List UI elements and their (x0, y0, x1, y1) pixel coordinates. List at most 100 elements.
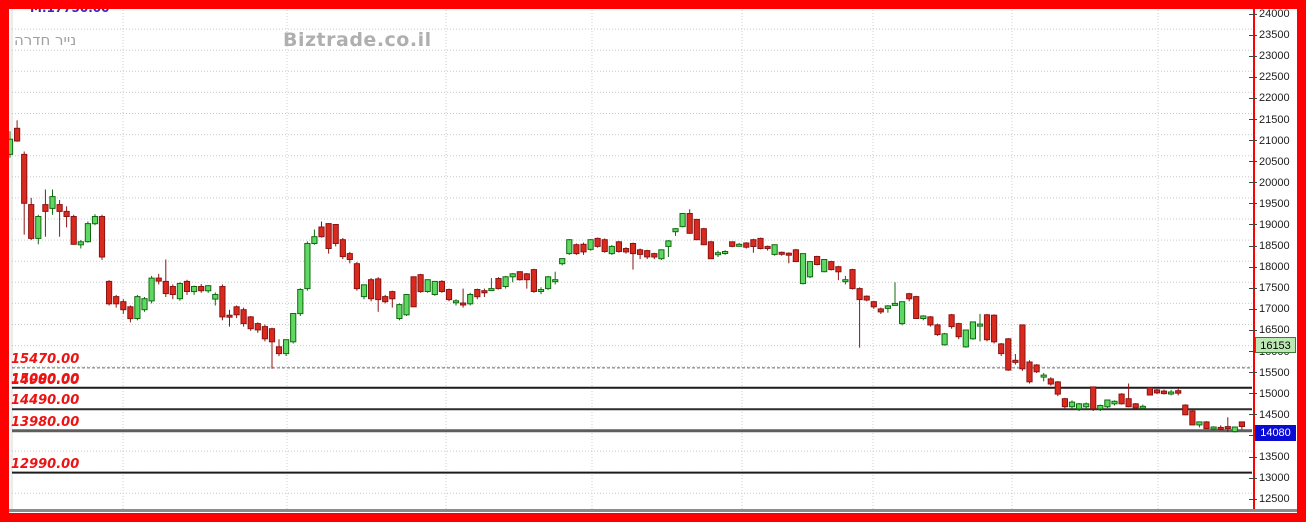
candle-body (1132, 403, 1139, 409)
candle-body (162, 280, 169, 295)
candle-body (219, 286, 226, 318)
candle-body (1210, 426, 1217, 430)
candle-body (148, 277, 155, 302)
candle-body (77, 241, 84, 246)
candle-body (962, 329, 969, 348)
high-price-marker: 16153 (1255, 337, 1296, 354)
candle-body (665, 240, 672, 247)
candle-body (424, 279, 431, 293)
candle-body (410, 276, 417, 308)
axis-tick-label: 20000 (1259, 176, 1290, 189)
candle-body (205, 285, 212, 292)
candle-body (842, 279, 849, 283)
candle-body (1196, 421, 1203, 426)
level-price-label: 13980.00 (11, 414, 80, 430)
axis-tick-label: 19500 (1259, 197, 1290, 210)
candle-body (268, 328, 276, 343)
axis-tick-label: 21500 (1259, 113, 1290, 126)
candle-body (955, 323, 962, 338)
candle-body (368, 279, 375, 300)
candle-body (594, 237, 601, 247)
candle-body (1168, 391, 1175, 395)
chart-bottom-border (9, 509, 1297, 512)
axis-tick (1249, 435, 1257, 437)
candle-body (474, 289, 481, 298)
candle-body (1033, 364, 1040, 373)
candle-body (1104, 399, 1111, 408)
candle-body (495, 278, 502, 290)
axis-tick (1249, 97, 1257, 99)
candle-body (198, 286, 205, 292)
candle-body (1118, 393, 1125, 405)
axis-tick-label: 17000 (1259, 303, 1290, 316)
candle-body (849, 269, 856, 290)
candle-body (686, 213, 693, 234)
candle-body (757, 237, 764, 249)
axis-tick (1249, 393, 1257, 395)
candle-body (375, 278, 382, 301)
candle-body (998, 343, 1005, 355)
axis-tick-label: 14500 (1259, 408, 1290, 421)
candle-body (396, 304, 403, 320)
candle-body (835, 266, 842, 273)
candle-body (353, 263, 360, 290)
candle-body (707, 241, 714, 260)
axis-tick-label: 23000 (1259, 50, 1290, 63)
candle-body (191, 286, 198, 293)
candle-body (1111, 400, 1118, 405)
candle-body (608, 245, 615, 255)
candle-body (587, 239, 594, 250)
candle-body (134, 296, 141, 320)
candle-body (98, 216, 106, 258)
watermark: Biztrade.co.il (283, 29, 432, 51)
candle-body (743, 242, 750, 248)
candle-body (417, 274, 424, 293)
candle-body (155, 277, 162, 282)
candle-body (1224, 426, 1231, 430)
axis-tick (1249, 308, 1257, 310)
candle-body (552, 279, 559, 283)
candle-body (863, 295, 870, 301)
candle-body (934, 324, 941, 336)
indicator-label: M.17750.00 (30, 1, 110, 15)
candle-body (311, 236, 318, 244)
candle-body (637, 249, 644, 255)
candle-body (523, 273, 530, 281)
candle-body (403, 294, 410, 316)
candle-body (559, 258, 566, 265)
axis-tick-label: 22500 (1259, 71, 1290, 84)
axis-tick-label: 12500 (1259, 493, 1290, 506)
candle-body (6, 138, 14, 155)
price-axis[interactable]: 24000 23500 23000 22500 22000 21500 21000 20500… (1249, 8, 1297, 511)
candle-body (1231, 426, 1238, 433)
candle-body (325, 223, 332, 250)
candle-body (884, 305, 891, 309)
axis-tick (1249, 329, 1257, 331)
candle-body (1026, 361, 1033, 383)
axis-tick (1249, 498, 1257, 500)
candle-body (948, 314, 955, 328)
candle-body (920, 315, 927, 319)
axis-tick (1249, 266, 1257, 268)
candle-body (56, 204, 63, 212)
axis-tick (1249, 76, 1257, 78)
candle-body (127, 306, 134, 320)
candle-body (991, 314, 998, 343)
candle-body (658, 249, 665, 260)
candle-body (1182, 404, 1189, 416)
level-price-label: 15470.00 (11, 351, 80, 367)
candle-body (736, 243, 743, 247)
axis-tick-label: 15000 (1259, 387, 1290, 400)
candle-body (452, 300, 460, 304)
candle-body (1054, 381, 1061, 395)
candle-body (615, 241, 622, 253)
candle-body (70, 216, 77, 245)
axis-tick-label: 15500 (1259, 366, 1290, 379)
candle-body (1217, 426, 1224, 430)
candle-body (799, 253, 807, 285)
candle-body (927, 316, 934, 326)
candle-body (856, 288, 863, 301)
candle-body (906, 293, 913, 300)
